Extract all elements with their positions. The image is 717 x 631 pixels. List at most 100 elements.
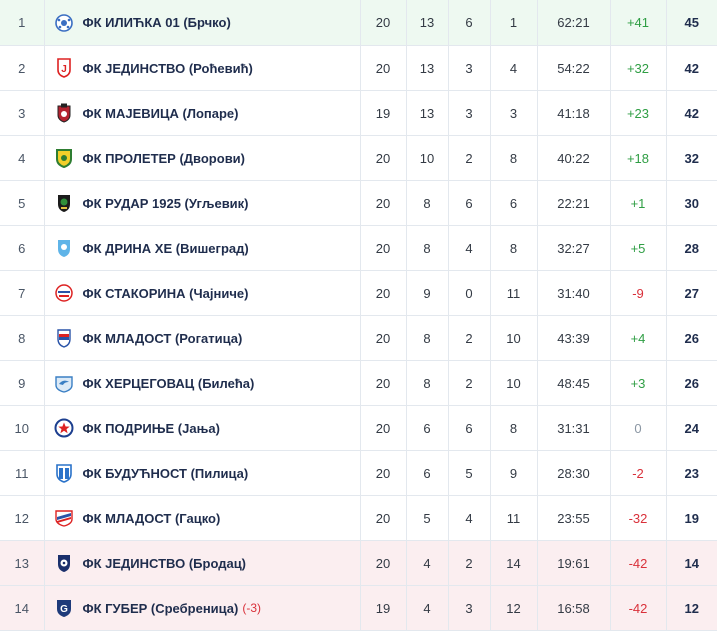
points-cell: 26 (666, 360, 717, 406)
club-crest-icon (53, 418, 75, 438)
played-cell: 20 (360, 495, 407, 541)
goals-cell: 41:18 (537, 90, 611, 136)
won-cell: 8 (406, 180, 449, 226)
goals-cell: 32:27 (537, 225, 611, 271)
team-name[interactable]: ФК ХЕРЦЕГОВАЦ (Билећа) (82, 375, 255, 391)
table-row[interactable]: 11 ФК БУДУЋНОСТ (Пилица) 20 6 5 9 28:30 -2 23 (0, 450, 717, 496)
svg-text:J: J (61, 64, 67, 75)
table-row[interactable]: 14 G ФК ГУБЕР (Сребреница) (-3) 19 4 3 12 16:58-… (0, 585, 717, 631)
table-row[interactable]: 12 ФК МЛАДОСТ (Гацко) 20 5 4 11 23:55 -32 19 (0, 495, 717, 541)
team-cell[interactable]: ФК СТАКОРИНА (Чајниче) (44, 270, 361, 316)
drawn-cell: 6 (448, 0, 491, 46)
lost-cell: 4 (490, 45, 538, 91)
table-row[interactable]: 3 ФК МАЈЕВИЦА (Лопаре) 19 13 3 3 41:18 +23 42 (0, 90, 717, 136)
team-cell[interactable]: J ФК ЈЕДИНСТВО (Роћевић) (44, 45, 361, 91)
won-cell: 6 (406, 450, 449, 496)
goals-cell: 62:21 (537, 0, 611, 46)
lost-cell: 8 (490, 405, 538, 451)
drawn-cell: 2 (448, 540, 491, 586)
penalty-points: (-3) (242, 601, 262, 615)
played-cell: 20 (360, 0, 407, 46)
goals-cell: 19:61 (537, 540, 611, 586)
team-name[interactable]: ФК ЈЕДИНСТВО (Бродац) (82, 555, 247, 571)
club-crest-icon (53, 148, 75, 168)
team-cell[interactable]: ФК ПРОЛЕТЕР (Дворови) (44, 135, 361, 181)
goals-cell: 16:58 (537, 585, 611, 631)
drawn-cell: 5 (448, 450, 491, 496)
team-name[interactable]: ФК ДРИНА ХЕ (Вишеград) (82, 240, 249, 256)
drawn-cell: 3 (448, 585, 491, 631)
drawn-cell: 3 (448, 45, 491, 91)
team-cell[interactable]: ФК ЈЕДИНСТВО (Бродац) (44, 540, 361, 586)
position-cell: 10 (0, 405, 45, 451)
points-cell: 32 (666, 135, 717, 181)
team-name[interactable]: ФК МАЈЕВИЦА (Лопаре) (82, 105, 239, 121)
team-cell[interactable]: ФК МЛАДОСТ (Гацко) (44, 495, 361, 541)
points-cell: 42 (666, 90, 717, 136)
team-cell[interactable]: ФК ДРИНА ХЕ (Вишеград) (44, 225, 361, 271)
points-cell: 42 (666, 45, 717, 91)
club-crest-icon (53, 283, 75, 303)
goals-cell: 48:45 (537, 360, 611, 406)
won-cell: 13 (406, 0, 449, 46)
club-crest-icon (53, 238, 75, 258)
points-cell: 12 (666, 585, 717, 631)
table-row[interactable]: 8 ФК МЛАДОСТ (Рогатица) 20 8 2 10 43:39 +4 26 (0, 315, 717, 361)
team-name[interactable]: ФК МЛАДОСТ (Рогатица) (82, 330, 243, 346)
team-name[interactable]: ФК ИЛИЋКА 01 (Брчко) (82, 15, 231, 30)
goal-difference-cell: -42 (610, 540, 667, 586)
table-row[interactable]: 9 ФК ХЕРЦЕГОВАЦ (Билећа) 20 8 2 10 48:45 +3 26 (0, 360, 717, 406)
points-cell: 14 (666, 540, 717, 586)
goal-difference-cell: +3 (610, 360, 667, 406)
goal-difference-cell: +23 (610, 90, 667, 136)
club-crest-icon (53, 373, 75, 393)
club-crest-icon (53, 463, 75, 483)
team-cell[interactable]: ФК ПОДРИЊЕ (Јања) (44, 405, 361, 451)
club-crest-icon: G (53, 598, 75, 618)
table-row[interactable]: 2 J ФК ЈЕДИНСТВО (Роћевић) 20 13 3 4 54:22 +32 42 (0, 45, 717, 91)
team-name[interactable]: ФК БУДУЋНОСТ (Пилица) (82, 465, 249, 481)
team-cell[interactable]: ФК ИЛИЋКА 01 (Брчко) (44, 0, 361, 46)
won-cell: 8 (406, 360, 449, 406)
lost-cell: 11 (490, 270, 538, 316)
table-row[interactable]: 7 ФК СТАКОРИНА (Чајниче) 20 9 0 11 31:40 -9 27 (0, 270, 717, 316)
team-cell[interactable]: ФК МЛАДОСТ (Рогатица) (44, 315, 361, 361)
table-row[interactable]: 5 ФК РУДАР 1925 (Угљевик) 20 8 6 6 22:21 +1 30 (0, 180, 717, 226)
team-name[interactable]: ФК ПОДРИЊЕ (Јања) (82, 420, 220, 436)
played-cell: 20 (360, 450, 407, 496)
team-name[interactable]: ФК ГУБЕР (Сребреница) (82, 600, 239, 616)
lost-cell: 1 (490, 0, 538, 46)
lost-cell: 6 (490, 180, 538, 226)
team-cell[interactable]: ФК ХЕРЦЕГОВАЦ (Билећа) (44, 360, 361, 406)
lost-cell: 8 (490, 225, 538, 271)
team-cell[interactable]: ФК РУДАР 1925 (Угљевик) (44, 180, 361, 226)
points-cell: 27 (666, 270, 717, 316)
team-name[interactable]: ФК ЈЕДИНСТВО (Роћевић) (82, 60, 253, 76)
position-cell: 2 (0, 45, 45, 91)
position-cell: 5 (0, 180, 45, 226)
team-cell[interactable]: ФК БУДУЋНОСТ (Пилица) (44, 450, 361, 496)
team-cell[interactable]: G ФК ГУБЕР (Сребреница) (-3) (44, 585, 361, 631)
drawn-cell: 6 (448, 405, 491, 451)
club-crest-icon (53, 328, 75, 348)
position-cell: 14 (0, 585, 45, 631)
table-row[interactable]: 6 ФК ДРИНА ХЕ (Вишеград) 20 8 4 8 32:27 +5 28 (0, 225, 717, 271)
won-cell: 8 (406, 315, 449, 361)
drawn-cell: 2 (448, 135, 491, 181)
team-name[interactable]: ФК ПРОЛЕТЕР (Дворови) (82, 150, 246, 166)
goal-difference-cell: +18 (610, 135, 667, 181)
team-name[interactable]: ФК СТАКОРИНА (Чајниче) (82, 285, 249, 301)
goals-cell: 28:30 (537, 450, 611, 496)
lost-cell: 8 (490, 135, 538, 181)
table-row[interactable]: 1 ФК ИЛИЋКА 01 (Брчко) 20 13 6 1 62:21 +41 45 (0, 0, 717, 46)
club-crest-icon (53, 193, 75, 213)
team-name[interactable]: ФК МЛАДОСТ (Гацко) (82, 510, 221, 526)
team-cell[interactable]: ФК МАЈЕВИЦА (Лопаре) (44, 90, 361, 136)
team-name[interactable]: ФК РУДАР 1925 (Угљевик) (82, 195, 249, 211)
svg-text:G: G (60, 604, 68, 615)
table-row[interactable]: 10 ФК ПОДРИЊЕ (Јања) 20 6 6 8 31:31 0 24 (0, 405, 717, 451)
table-row[interactable]: 4 ФК ПРОЛЕТЕР (Дворови) 20 10 2 8 40:22 +18 32 (0, 135, 717, 181)
table-row[interactable]: 13 ФК ЈЕДИНСТВО (Бродац) 20 4 2 14 19:61 -42 14 (0, 540, 717, 586)
